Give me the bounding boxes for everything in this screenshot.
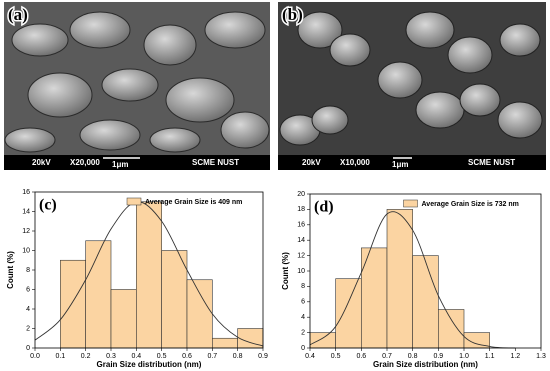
x-tick-label: 0.9 — [433, 353, 443, 360]
scale-label: 1μm — [112, 160, 128, 169]
x-tick-label: 1.2 — [510, 353, 520, 360]
y-tick-label: 16 — [22, 189, 30, 196]
image-texture — [4, 11, 270, 153]
bar — [136, 201, 162, 349]
fit-curve — [309, 211, 516, 349]
panel-label: (b) — [282, 5, 303, 24]
bar — [85, 240, 112, 349]
x-tick-label: 1.0 — [459, 353, 469, 360]
bar — [161, 250, 188, 349]
bar — [412, 255, 439, 349]
y-tick-label: 8 — [26, 267, 30, 274]
y-axis-label: Count (%) — [6, 251, 15, 289]
y-tick-label: 4 — [301, 314, 305, 321]
institution: SCME NUST — [192, 158, 239, 167]
y-tick-label: 8 — [301, 283, 305, 290]
y-tick-label: 16 — [297, 222, 305, 229]
y-tick-label: 4 — [26, 306, 30, 313]
y-tick-label: 0 — [26, 345, 30, 352]
y-tick-label: 10 — [297, 268, 305, 275]
x-tick-label: 1.3 — [536, 353, 546, 360]
legend-label: Average Grain Size is 409 nm — [145, 199, 242, 206]
x-tick-label: 0.8 — [233, 353, 243, 360]
x-tick-label: 0.6 — [356, 353, 366, 360]
x-tick-label: 0.9 — [258, 353, 268, 360]
institution: SCME NUST — [468, 158, 515, 167]
fit-curve — [34, 201, 264, 347]
panel-label: (a) — [8, 5, 28, 24]
sem-image-a: (a) 20kV X20,000 1μm SCME NUST — [4, 2, 270, 170]
y-tick-label: 18 — [297, 206, 305, 213]
y-tick-label: 12 — [297, 252, 305, 259]
x-tick-label: 0.5 — [157, 353, 167, 360]
panel-label: (c) — [39, 197, 57, 214]
x-tick-label: 0.1 — [55, 353, 65, 360]
y-tick-label: 2 — [26, 325, 30, 332]
bar — [110, 289, 137, 349]
magnification: X20,000 — [70, 158, 100, 167]
panel-label: (d) — [314, 199, 334, 216]
y-tick-label: 20 — [297, 191, 305, 198]
y-tick-label: 10 — [22, 247, 30, 254]
x-tick-label: 0.4 — [305, 353, 315, 360]
legend-swatch — [403, 199, 418, 208]
y-tick-label: 12 — [22, 228, 30, 235]
x-tick-label: 1.1 — [485, 353, 495, 360]
bar — [438, 309, 465, 349]
x-tick-label: 0.2 — [81, 353, 91, 360]
x-tick-label: 0.6 — [182, 353, 192, 360]
x-axis-label: Grain Size distribution (nm) — [373, 360, 478, 369]
info-bar — [278, 155, 546, 170]
x-tick-label: 0.4 — [131, 353, 141, 360]
x-axis-label: Grain Size distribution (nm) — [97, 360, 202, 369]
image-texture — [279, 11, 543, 146]
x-tick-label: 0.8 — [408, 353, 418, 360]
magnification: X10,000 — [340, 158, 370, 167]
y-tick-label: 6 — [301, 299, 305, 306]
bar — [309, 332, 336, 349]
x-tick-label: 0.7 — [382, 353, 392, 360]
bar — [60, 259, 86, 349]
bar — [361, 247, 388, 349]
x-tick-label: 0.3 — [106, 353, 116, 360]
scale-label: 1μm — [392, 160, 408, 169]
legend-label: Average Grain Size is 732 nm — [422, 201, 519, 208]
x-tick-label: 0.0 — [30, 353, 40, 360]
legend-swatch — [126, 197, 142, 206]
y-tick-label: 2 — [301, 329, 305, 336]
bar — [212, 337, 238, 349]
voltage: 20kV — [32, 158, 51, 167]
y-tick-label: 6 — [26, 286, 30, 293]
bar — [386, 209, 413, 349]
voltage: 20kV — [302, 158, 321, 167]
y-tick-label: 0 — [301, 345, 305, 352]
sem-image-b: (b) 20kV X10,000 1μm SCME NUST — [278, 2, 546, 170]
bar — [186, 279, 213, 349]
info-bar — [4, 155, 270, 170]
x-tick-label: 0.7 — [207, 353, 217, 360]
x-tick-label: 0.5 — [331, 353, 341, 360]
bar — [335, 278, 362, 349]
y-tick-label: 14 — [297, 237, 305, 244]
y-tick-label: 14 — [22, 208, 30, 215]
y-axis-label: Count (%) — [281, 252, 290, 290]
